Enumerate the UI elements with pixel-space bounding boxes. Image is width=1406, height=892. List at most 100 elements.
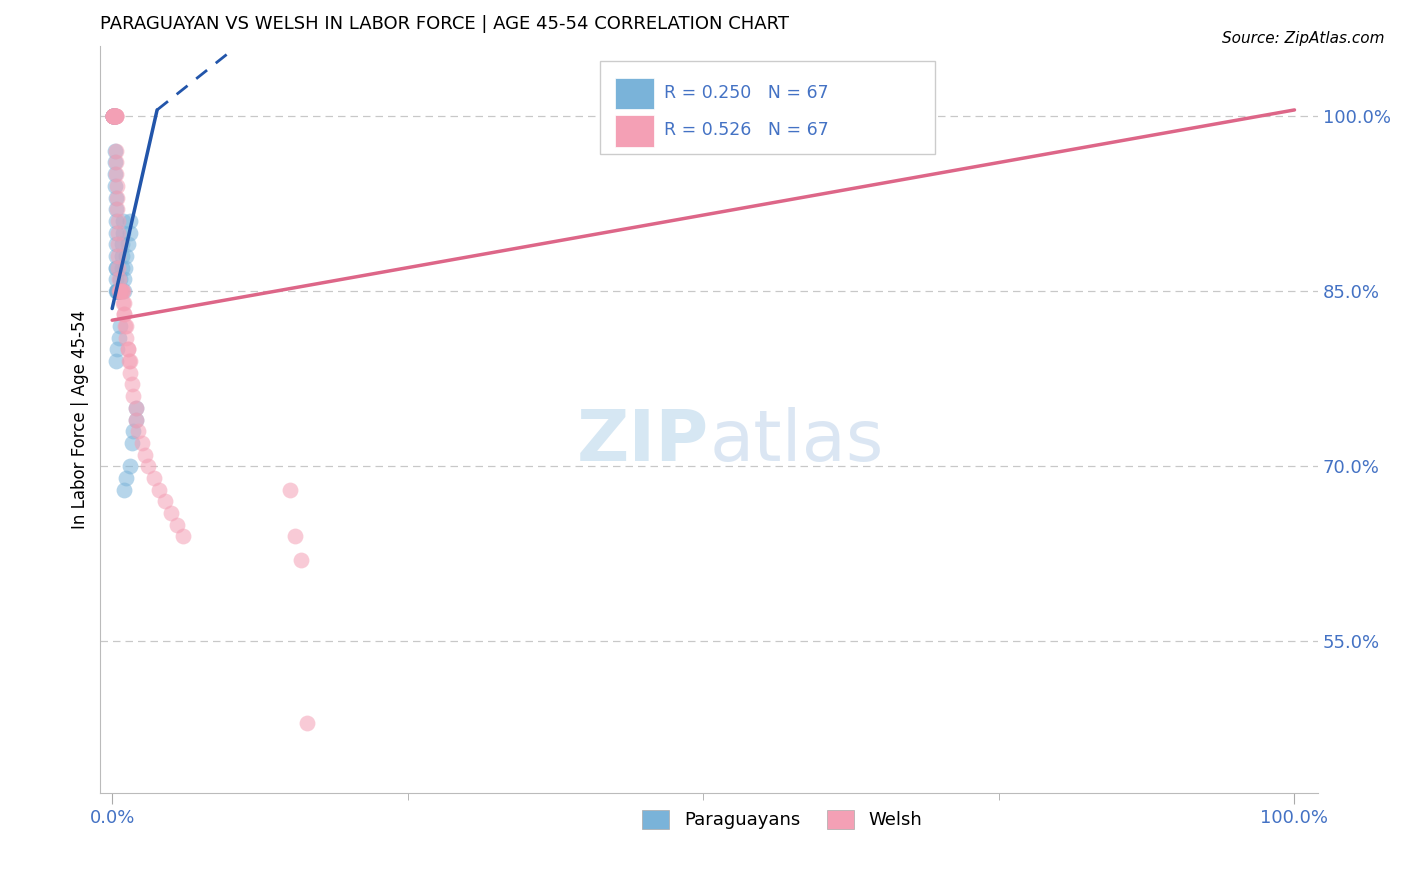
Point: [107, 237, 129, 252]
Point: [103, 109, 125, 123]
Point: [111, 214, 134, 228]
Point: [104, 167, 127, 181]
Point: [118, 214, 141, 228]
Point: [117, 343, 139, 357]
Point: [103, 109, 125, 123]
Point: [104, 237, 127, 252]
Point: [104, 109, 127, 123]
Point: [127, 424, 149, 438]
Point: [110, 284, 132, 298]
Point: [103, 109, 125, 123]
Point: [103, 109, 125, 123]
Point: [108, 284, 131, 298]
Point: [111, 284, 134, 298]
Point: [111, 260, 134, 275]
Point: [105, 284, 128, 298]
Point: [107, 284, 129, 298]
Point: [110, 284, 132, 298]
Point: [122, 389, 145, 403]
Point: [107, 249, 129, 263]
Point: [108, 284, 131, 298]
Point: [104, 260, 127, 275]
Point: [107, 226, 129, 240]
Point: [112, 284, 135, 298]
Point: [110, 284, 132, 298]
Point: [103, 109, 125, 123]
Point: [114, 319, 136, 334]
Point: [131, 435, 153, 450]
Point: [122, 424, 145, 438]
Text: Source: ZipAtlas.com: Source: ZipAtlas.com: [1222, 31, 1385, 46]
Y-axis label: In Labor Force | Age 45-54: In Labor Force | Age 45-54: [72, 310, 89, 529]
Point: [112, 307, 135, 321]
Point: [115, 319, 138, 334]
Point: [105, 284, 128, 298]
Point: [107, 284, 129, 298]
Point: [105, 202, 128, 217]
Point: [103, 109, 125, 123]
Point: [110, 319, 132, 334]
Point: [103, 109, 125, 123]
Point: [125, 401, 148, 415]
Point: [104, 284, 127, 298]
Point: [114, 260, 136, 275]
Point: [110, 284, 132, 298]
Point: [103, 109, 125, 123]
Point: [112, 307, 135, 321]
Point: [104, 272, 127, 286]
Point: [103, 109, 125, 123]
Point: [136, 459, 159, 474]
Point: [105, 284, 128, 298]
Point: [103, 109, 125, 123]
Point: [160, 506, 183, 520]
Text: ZIP: ZIP: [576, 408, 709, 476]
Point: [103, 155, 125, 169]
Point: [117, 343, 139, 357]
Point: [107, 284, 129, 298]
Point: [103, 109, 125, 123]
Point: [107, 284, 129, 298]
Point: [107, 284, 129, 298]
Point: [108, 272, 131, 286]
Point: [105, 343, 128, 357]
Point: [104, 190, 127, 204]
Point: [104, 155, 127, 169]
Point: [111, 237, 134, 252]
Point: [111, 284, 134, 298]
Point: [118, 354, 141, 368]
Point: [104, 226, 127, 240]
Point: [103, 109, 125, 123]
Text: PARAGUAYAN VS WELSH IN LABOR FORCE | AGE 45-54 CORRELATION CHART: PARAGUAYAN VS WELSH IN LABOR FORCE | AGE…: [100, 15, 789, 33]
FancyBboxPatch shape: [616, 115, 654, 146]
Point: [297, 716, 319, 731]
Point: [118, 459, 141, 474]
Point: [155, 494, 177, 508]
FancyBboxPatch shape: [616, 78, 654, 109]
Point: [107, 284, 129, 298]
Point: [104, 249, 127, 263]
Point: [108, 284, 131, 298]
Point: [103, 109, 125, 123]
Point: [110, 272, 132, 286]
Point: [103, 109, 125, 123]
Point: [118, 226, 141, 240]
Point: [107, 284, 129, 298]
Legend: Paraguayans, Welsh: Paraguayans, Welsh: [636, 803, 929, 837]
Point: [103, 109, 125, 123]
Point: [104, 202, 127, 217]
Point: [107, 284, 129, 298]
Point: [125, 401, 148, 415]
Point: [115, 249, 138, 263]
Point: [278, 483, 301, 497]
Point: [172, 529, 194, 543]
Point: [103, 109, 125, 123]
Point: [284, 529, 307, 543]
Point: [103, 109, 125, 123]
Point: [107, 284, 129, 298]
Point: [105, 284, 128, 298]
Point: [108, 331, 131, 345]
Text: R = 0.250   N = 67: R = 0.250 N = 67: [664, 84, 828, 102]
Point: [103, 109, 125, 123]
Point: [103, 109, 125, 123]
Point: [103, 109, 125, 123]
